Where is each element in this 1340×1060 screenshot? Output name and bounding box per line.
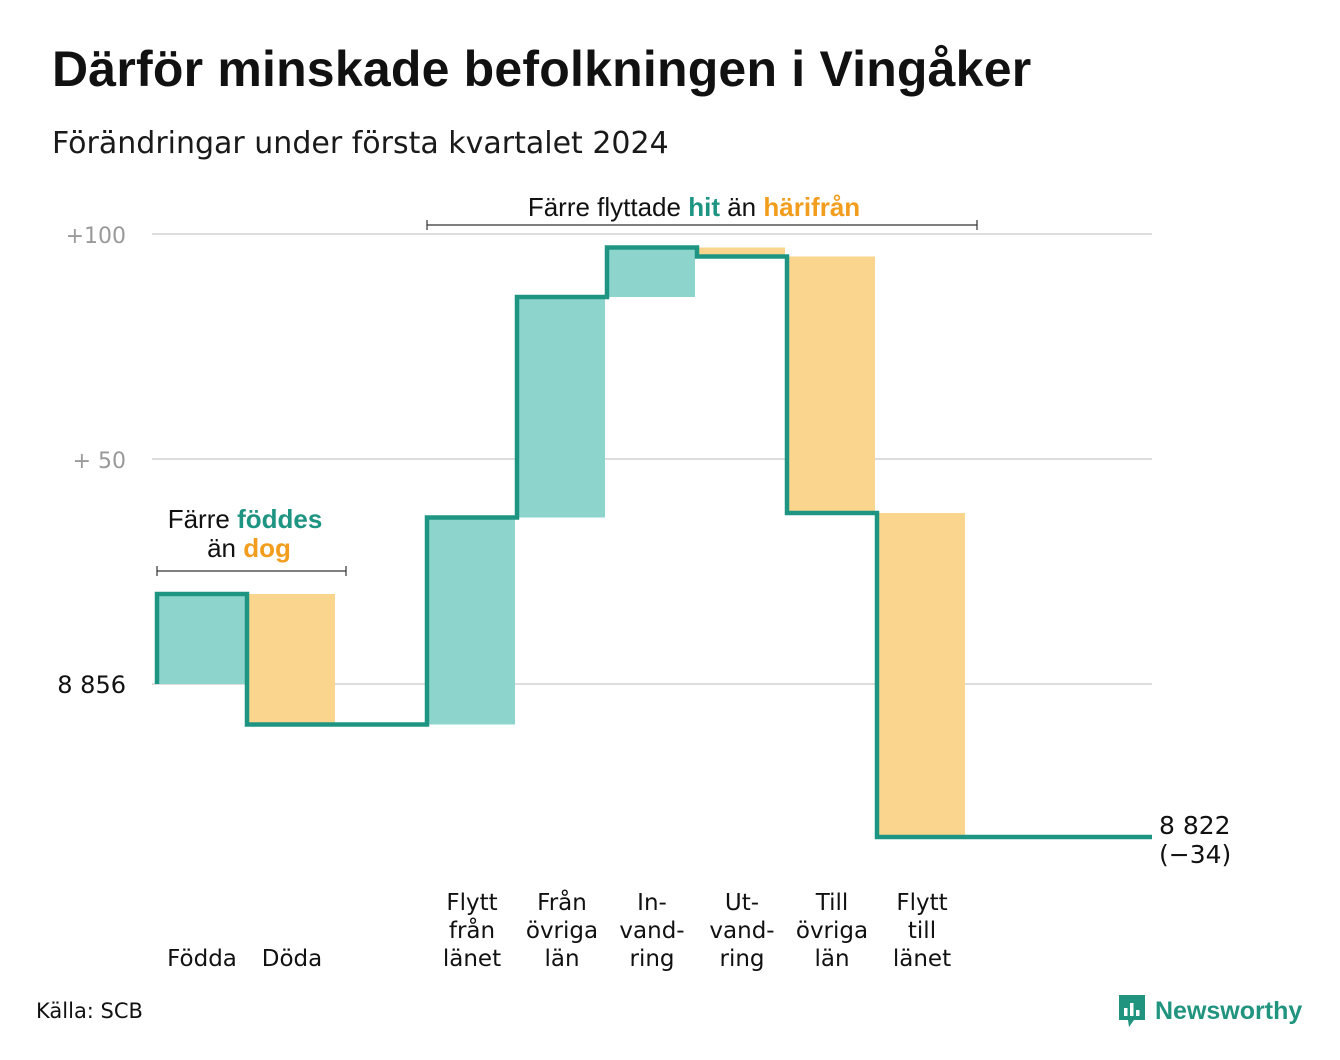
y-tick-label: 8 856: [57, 671, 126, 699]
x-tick-label: län: [814, 946, 849, 972]
annotation-moves-prefix: Färre flyttade: [528, 192, 681, 222]
x-tick-label: Flytt: [896, 890, 947, 916]
bar-decrease: [789, 256, 875, 513]
x-tick-label: övriga: [526, 918, 598, 944]
bar-decrease: [249, 594, 335, 725]
bar-increase: [609, 247, 695, 297]
annotation-births-bracket: [156, 566, 347, 576]
source-label: Källa: SCB: [36, 999, 143, 1023]
chart-subtitle: Förändringar under första kvartalet 2024: [52, 126, 669, 161]
annotation-moves-bracket: [426, 220, 978, 230]
x-tick-label: från: [449, 916, 495, 944]
population-step-line: [154, 245, 1152, 840]
annotation-moves-highlight-hit: hit: [688, 192, 720, 222]
x-tick-label: övriga: [796, 918, 868, 944]
bar-increase: [159, 594, 245, 684]
y-tick-label: +100: [66, 224, 126, 249]
annotation-births-mid: än: [207, 533, 236, 563]
x-tick-label: In-: [637, 890, 667, 916]
x-tick-label: Döda: [262, 946, 322, 972]
bars: [159, 247, 965, 837]
annotation-moves-highlight-harifran: härifrån: [763, 192, 860, 222]
bar-decrease: [699, 247, 785, 257]
x-tick-label: länet: [893, 946, 951, 972]
brand-name: Newsworthy: [1155, 996, 1303, 1025]
x-tick-label: Till: [815, 890, 849, 916]
brand-logo: Newsworthy: [1117, 993, 1302, 1029]
annotation-births-highlight-dog: dog: [243, 533, 291, 563]
chart-speech-bubble-icon: [1119, 995, 1145, 1027]
x-tick-label: länet: [443, 946, 501, 972]
x-tick-label: Flytt: [446, 890, 497, 916]
annotation-births-line1: Färre föddes: [168, 504, 323, 534]
annotation-births-line2: än dog: [207, 533, 291, 563]
x-axis-labels: Födda DödaFlyttfrånlänetFrånövrigalänIn-v…: [167, 888, 951, 972]
bar-increase: [519, 297, 605, 518]
x-tick-label: Ut-: [725, 890, 759, 916]
end-value-label: 8 822(−34): [1159, 811, 1231, 869]
y-axis-labels: +100 + 50 8 856: [57, 224, 126, 699]
annotation-births-highlight-foddes: föddes: [237, 504, 322, 534]
x-tick-label: ring: [719, 946, 764, 972]
chart-title: Därför minskade befolkningen i Vingåker: [52, 41, 1032, 97]
x-tick-label: ring: [629, 946, 674, 972]
annotation-births-prefix: Färre: [168, 504, 230, 534]
bar-increase: [429, 517, 515, 725]
annotation-moves: Färre flyttade hit än härifrån: [528, 192, 860, 222]
end-value-label-line: 8 822: [1159, 811, 1231, 840]
bar-decrease: [879, 513, 965, 837]
x-tick-label: Födda: [167, 946, 237, 972]
x-tick-label: Från: [537, 888, 587, 916]
end-value-label-line: (−34): [1159, 840, 1231, 869]
annotation-moves-mid: än: [727, 192, 756, 222]
y-tick-label: + 50: [73, 449, 126, 474]
x-tick-label: vand-: [709, 918, 774, 944]
x-tick-label: vand-: [619, 918, 684, 944]
x-tick-label: till: [908, 918, 936, 944]
x-tick-label: län: [544, 946, 579, 972]
